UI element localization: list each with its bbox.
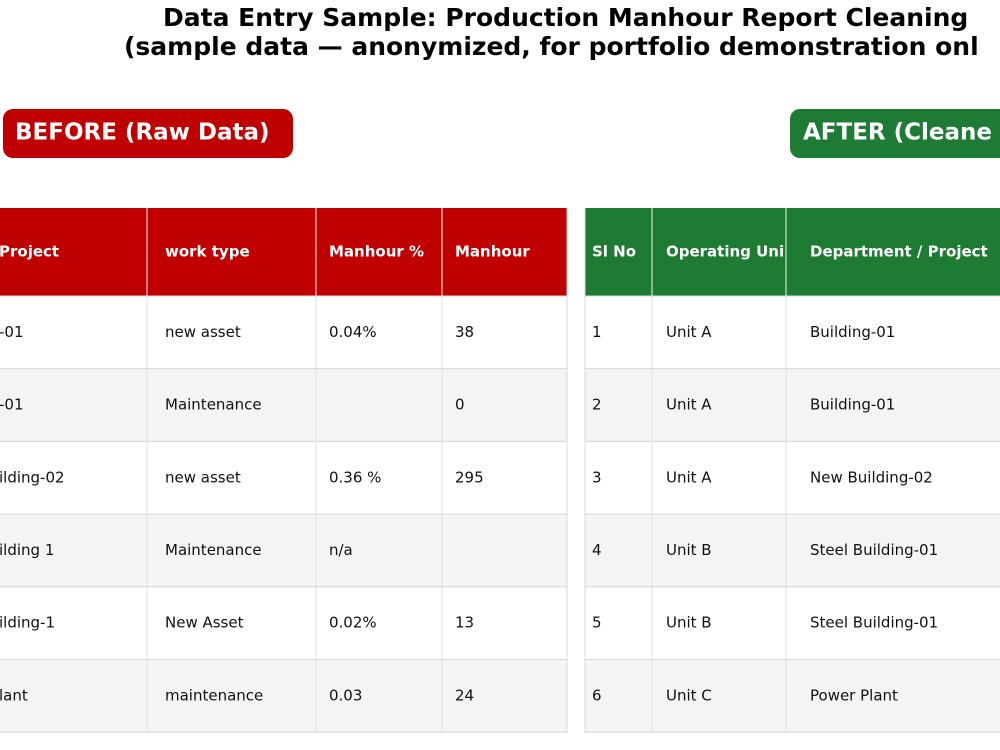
header-bg [585, 208, 1000, 296]
cell: 0.04% [329, 323, 377, 341]
cell: Steel Building-01 [810, 614, 938, 632]
after-badge-bg [790, 109, 1000, 158]
cell: ilding-1 [0, 614, 55, 632]
row-bg [584, 586, 1000, 660]
cell: Steel Building-01 [810, 541, 938, 559]
cell: Building-01 [810, 323, 895, 341]
before-badge: BEFORE (Raw Data) [15, 120, 270, 146]
cell: Building-01 [810, 396, 895, 414]
subtitle: (sample data — anonymized, for portfolio… [124, 32, 979, 61]
header-cell: Department / Project [810, 243, 988, 261]
before-badge-bg [3, 109, 293, 158]
cell: 13 [455, 614, 474, 632]
row-bg [0, 513, 568, 588]
cell: n/a [329, 541, 353, 559]
row-bg [0, 659, 568, 733]
row-bg [0, 295, 568, 370]
cell: New Asset [165, 614, 244, 632]
header-bg [0, 208, 567, 296]
header-cell: Manhour [455, 243, 530, 261]
cell: 0.03 [329, 686, 362, 704]
cell: Unit A [666, 396, 712, 414]
cell: 0 [455, 396, 465, 414]
cell: Unit C [666, 686, 712, 704]
row-bg [584, 295, 1000, 370]
cell: ilding 1 [0, 541, 54, 559]
cell: 0.02% [329, 614, 377, 632]
cell: 3 [592, 468, 602, 486]
header-cell: Operating Uni [666, 243, 784, 261]
cell: maintenance [165, 686, 263, 704]
cell: Unit B [666, 541, 712, 559]
header-cell: Manhour % [329, 243, 424, 261]
cell: -01 [0, 323, 24, 341]
cell: Unit A [666, 468, 712, 486]
row-bg [584, 440, 1000, 515]
row-bg [584, 659, 1000, 733]
header-cell: Project [0, 243, 59, 261]
cell: 38 [455, 323, 474, 341]
cell: 6 [592, 686, 602, 704]
cell: 24 [455, 686, 474, 704]
header-cell: work type [165, 243, 250, 261]
row-bg [584, 368, 1000, 442]
cell: Unit B [666, 614, 712, 632]
after-badge: AFTER (Cleane [803, 120, 992, 146]
cell: 295 [455, 468, 484, 486]
cell: new asset [165, 468, 241, 486]
cell: -01 [0, 396, 24, 414]
cell: Maintenance [165, 396, 262, 414]
cell: New Building-02 [810, 468, 933, 486]
row-bg [0, 586, 568, 660]
cell: 2 [592, 396, 602, 414]
cell: new asset [165, 323, 241, 341]
cell: 1 [592, 323, 602, 341]
cell: Maintenance [165, 541, 262, 559]
cell: 4 [592, 541, 602, 559]
cell: ilding-02 [0, 468, 65, 486]
header-cell: Sl No [592, 243, 636, 261]
cell: Unit A [666, 323, 712, 341]
cell: 5 [592, 614, 602, 632]
row-bg [0, 368, 568, 442]
cell: 0.36 % [329, 468, 381, 486]
row-bg [584, 513, 1000, 588]
cell: lant [0, 686, 28, 704]
title: Data Entry Sample: Production Manhour Re… [163, 3, 968, 32]
cell: Power Plant [810, 686, 898, 704]
